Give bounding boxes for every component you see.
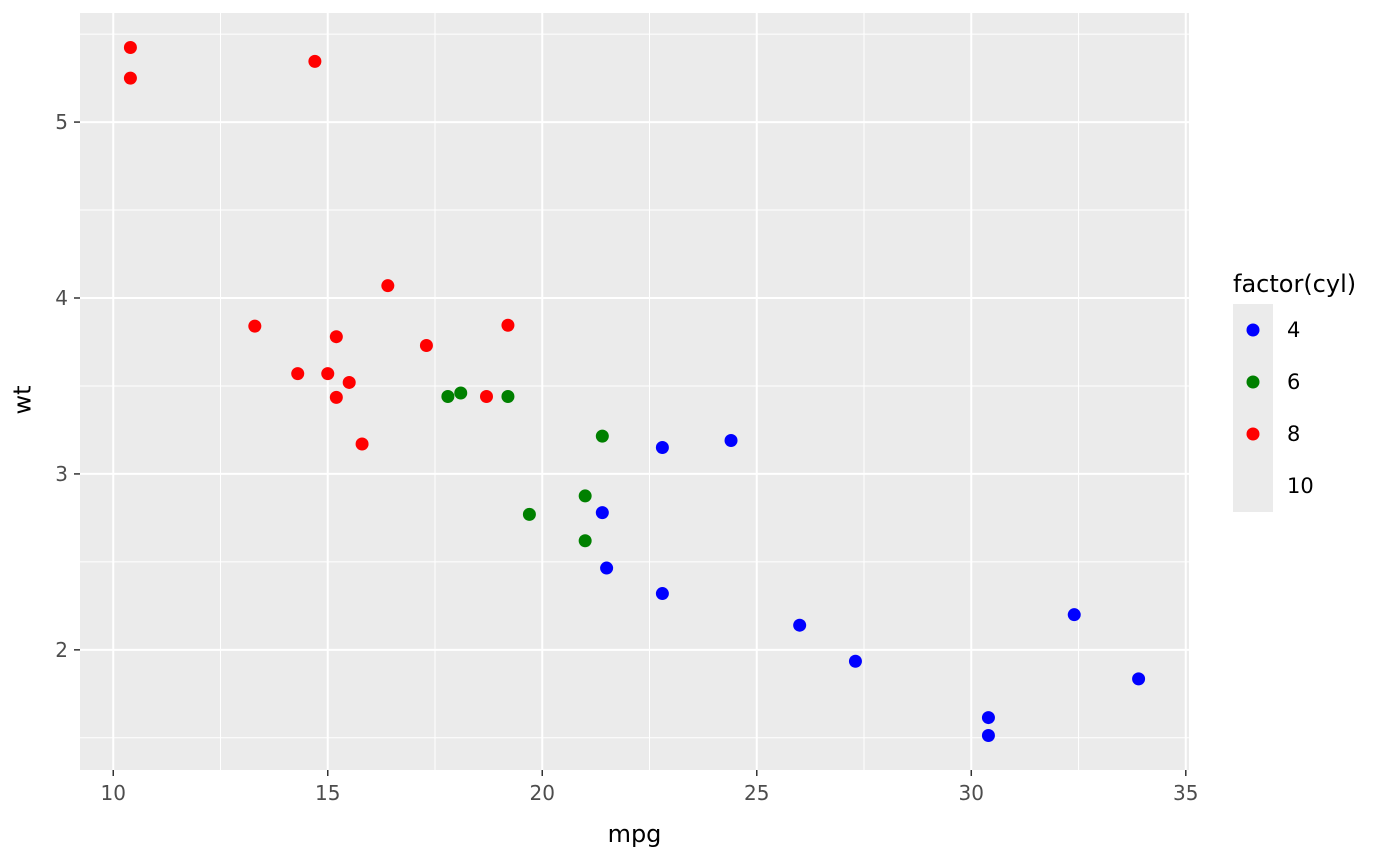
legend-title: factor(cyl) <box>1233 270 1357 298</box>
data-point-cyl-8 <box>248 319 262 333</box>
legend-key-swatch <box>1233 460 1273 512</box>
legend: factor(cyl) 4 6 8 10 <box>1233 270 1356 512</box>
legend-dot-icon <box>1246 427 1260 441</box>
data-point-cyl-4 <box>1067 608 1081 622</box>
data-point-cyl-4 <box>1132 672 1146 686</box>
data-point-cyl-8 <box>342 375 356 389</box>
legend-label: 8 <box>1287 422 1301 446</box>
legend-entry: 4 <box>1233 304 1356 356</box>
data-point-cyl-4 <box>793 618 807 632</box>
data-point-cyl-4 <box>655 587 669 601</box>
data-point-cyl-6 <box>441 390 455 404</box>
legend-key-swatch <box>1233 304 1273 356</box>
y-tick-label: 4 <box>55 286 68 310</box>
data-point-cyl-6 <box>578 489 592 503</box>
y-tick-label: 5 <box>55 110 68 134</box>
data-point-cyl-4 <box>595 506 609 520</box>
x-axis-title: mpg <box>607 820 662 848</box>
legend-entry: 10 <box>1233 460 1356 512</box>
y-tick-label: 2 <box>55 638 68 662</box>
x-tick-label: 30 <box>959 781 984 805</box>
data-point-cyl-6 <box>454 386 468 400</box>
data-point-cyl-8 <box>123 40 137 54</box>
legend-key-swatch <box>1233 408 1273 460</box>
data-point-cyl-8 <box>419 338 433 352</box>
legend-keys: 4 6 8 10 <box>1233 304 1356 512</box>
data-point-cyl-8 <box>355 437 369 451</box>
data-point-cyl-8 <box>329 390 343 404</box>
x-tick-label: 35 <box>1173 781 1198 805</box>
x-tick-label: 20 <box>530 781 555 805</box>
data-point-cyl-8 <box>501 318 515 332</box>
data-point-cyl-8 <box>381 279 395 293</box>
data-point-cyl-4 <box>848 654 862 668</box>
data-point-cyl-4 <box>981 711 995 725</box>
legend-entry: 6 <box>1233 356 1356 408</box>
y-tick-label: 3 <box>55 462 68 486</box>
legend-entry: 8 <box>1233 408 1356 460</box>
data-point-cyl-8 <box>479 390 493 404</box>
data-point-cyl-6 <box>595 429 609 443</box>
x-tick-label: 25 <box>744 781 769 805</box>
data-point-cyl-8 <box>329 330 343 344</box>
data-point-cyl-4 <box>600 561 614 575</box>
data-point-cyl-8 <box>123 71 137 85</box>
data-point-cyl-8 <box>291 367 305 381</box>
x-tick-label: 15 <box>315 781 340 805</box>
legend-key-swatch <box>1233 356 1273 408</box>
data-point-cyl-6 <box>578 534 592 548</box>
legend-label: 4 <box>1287 318 1301 342</box>
plot-panel <box>80 13 1189 770</box>
y-axis-title: wt <box>8 385 37 415</box>
legend-dot-icon <box>1246 323 1260 337</box>
legend-dot-icon <box>1246 375 1260 389</box>
data-point-cyl-8 <box>321 367 335 381</box>
data-point-cyl-8 <box>308 54 322 68</box>
data-point-cyl-6 <box>501 390 515 404</box>
data-point-cyl-6 <box>522 507 536 521</box>
data-point-cyl-4 <box>981 729 995 743</box>
data-point-cyl-4 <box>655 441 669 455</box>
x-tick-label: 10 <box>101 781 126 805</box>
data-point-cyl-4 <box>724 433 738 447</box>
legend-label: 10 <box>1287 474 1314 498</box>
legend-label: 6 <box>1287 370 1301 394</box>
